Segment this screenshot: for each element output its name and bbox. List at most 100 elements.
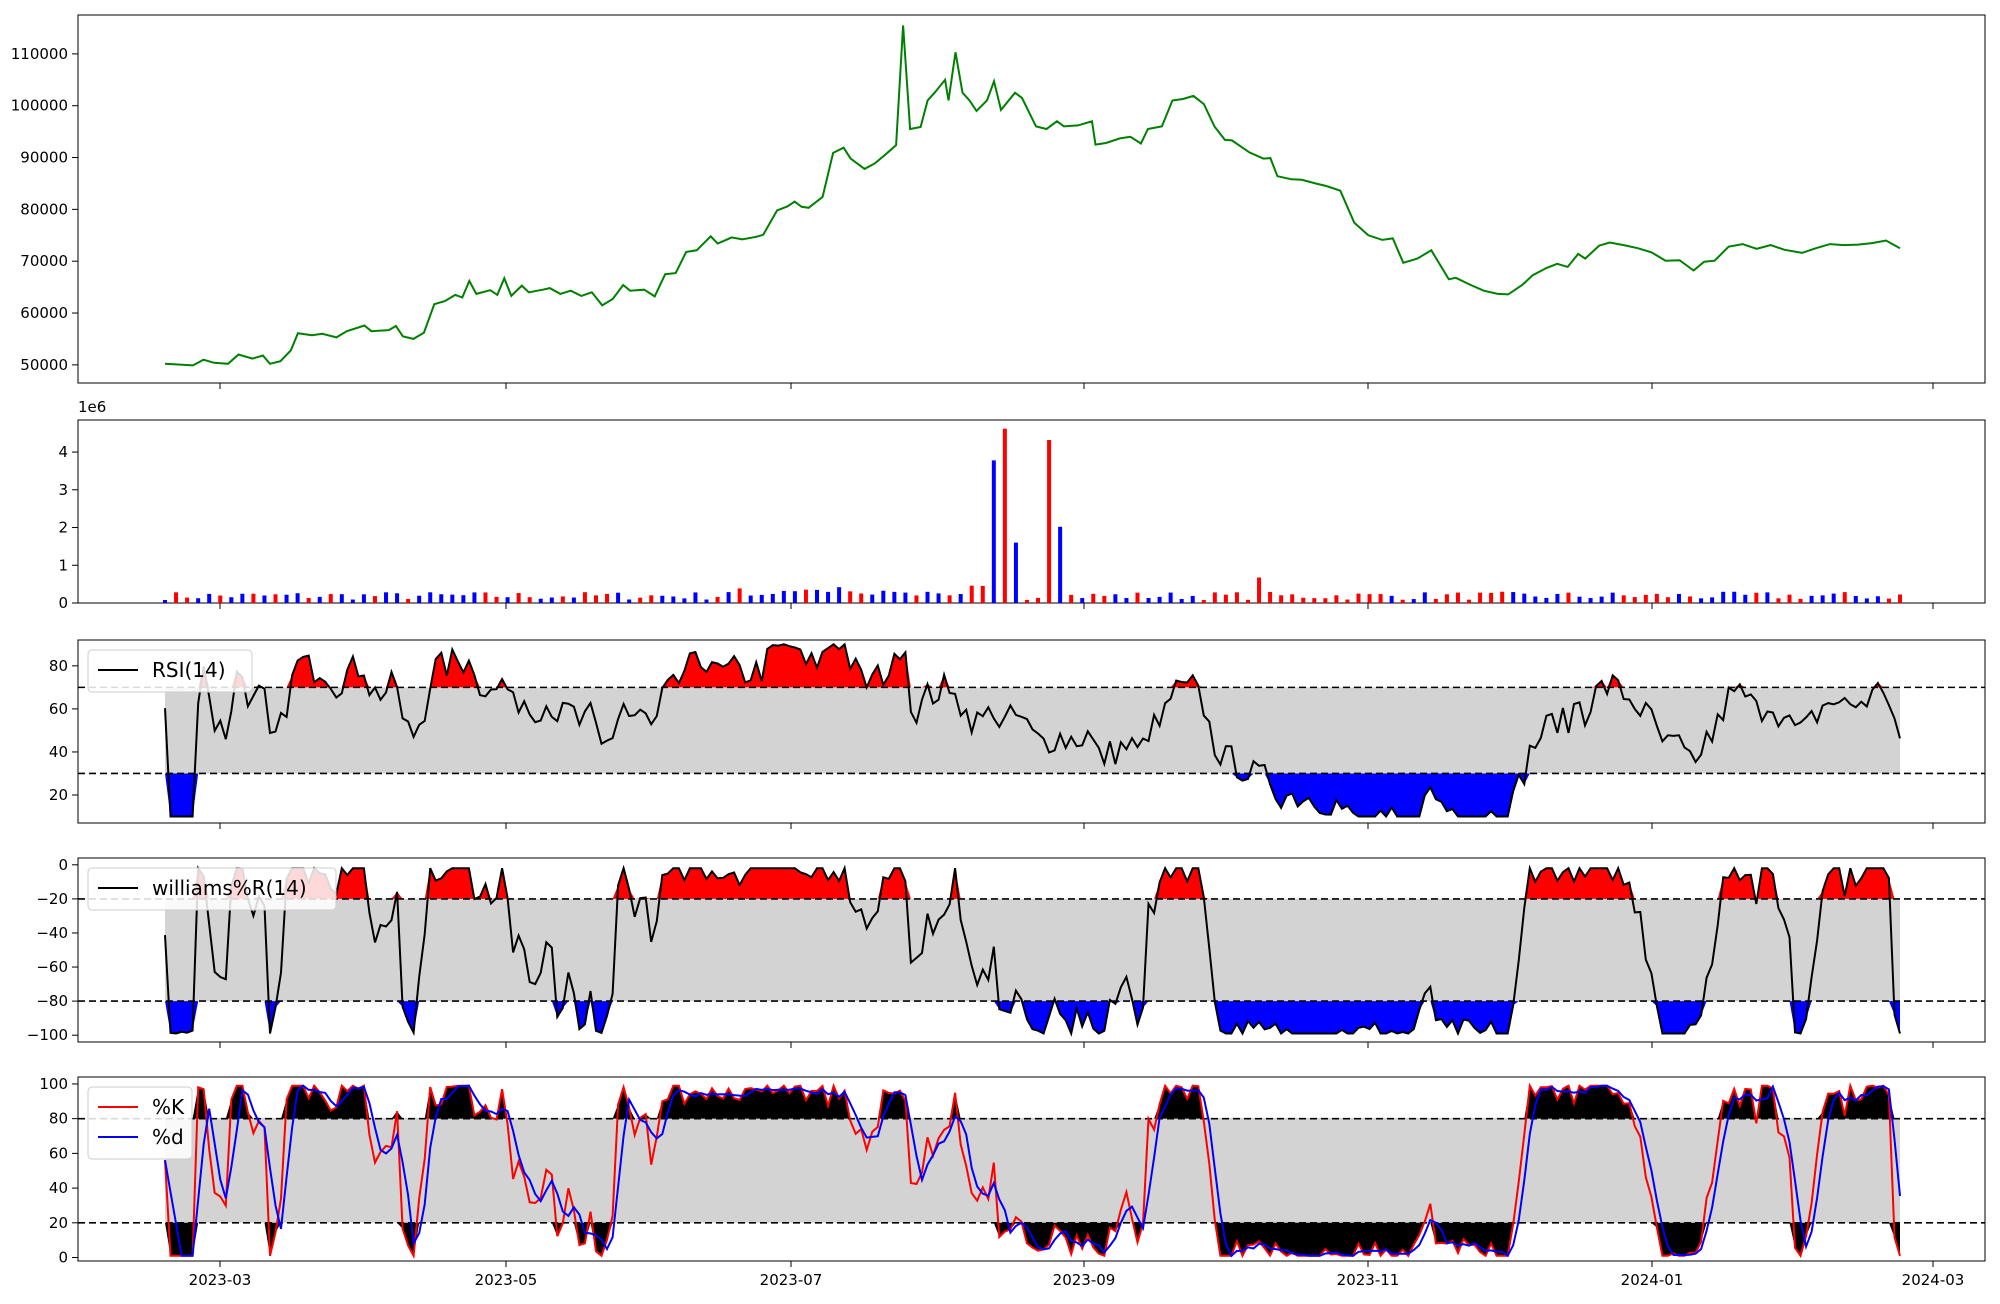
volume-bar	[704, 599, 709, 603]
volume-bar	[1024, 599, 1029, 603]
volume-bar	[450, 594, 455, 603]
volume-offset-label: 1e6	[78, 398, 106, 416]
volume-panel-frame	[77, 419, 1986, 604]
volume-bar	[1301, 597, 1306, 603]
volume-bar	[1500, 591, 1505, 603]
volume-bar	[693, 592, 698, 603]
volume-bar	[792, 591, 797, 603]
volume-bar	[1886, 598, 1891, 603]
williams-ytick-label: −20	[36, 890, 68, 908]
volume-bar	[218, 595, 223, 603]
volume-bar	[1212, 592, 1217, 603]
volume-bar	[859, 593, 864, 603]
x-tick-label: 2024-01	[1621, 1271, 1684, 1289]
volume-bar	[1864, 598, 1869, 603]
volume-bar	[1555, 593, 1560, 603]
volume-bar	[715, 596, 720, 603]
volume-bar	[1489, 592, 1494, 603]
volume-bar	[328, 594, 333, 603]
volume-bar	[350, 599, 355, 603]
volume-bar	[1710, 597, 1715, 603]
volume-bar	[1665, 597, 1670, 603]
williams-legend	[87, 867, 337, 911]
volume-bar	[317, 596, 322, 603]
volume-bar	[229, 597, 234, 603]
volume-bar	[1080, 598, 1085, 603]
volume-bar	[571, 597, 576, 603]
volume-bar	[870, 594, 875, 603]
volume-bar	[1179, 598, 1184, 603]
stochastic-d-line	[164, 1083, 1901, 1258]
stochastic-ytick-label: 80	[49, 1110, 68, 1128]
rsi-legend-label: RSI(14)	[152, 658, 226, 682]
price-ytick-label: 70000	[20, 252, 68, 270]
volume-bar	[1875, 596, 1880, 603]
stochastic-ytick-label: 40	[49, 1179, 68, 1197]
volume-bar	[660, 595, 665, 603]
volume-bar	[726, 592, 731, 603]
volume-bar	[947, 595, 952, 603]
rsi-ytick-label: 20	[49, 786, 68, 804]
rsi-overbought-fill	[165, 644, 1900, 688]
volume-bar	[174, 592, 179, 603]
stochastic-ytick-label: 100	[39, 1075, 68, 1093]
volume-bar	[649, 595, 654, 603]
x-tick-label: 2023-03	[189, 1271, 252, 1289]
volume-bar	[1643, 594, 1648, 603]
volume-bar	[1367, 594, 1372, 603]
volume-bar	[803, 589, 808, 603]
stochastic-ytick-label: 0	[58, 1249, 68, 1267]
volume-ytick-label: 2	[58, 519, 68, 537]
volume-bar	[616, 592, 621, 603]
volume-bar	[1113, 594, 1118, 603]
williams-ytick-label: −80	[36, 992, 68, 1010]
stochastic-ytick-label: 20	[49, 1214, 68, 1232]
volume-ytick-label: 1	[58, 556, 68, 574]
volume-bar	[1588, 598, 1593, 603]
volume-bar	[593, 595, 598, 603]
volume-ytick-label: 0	[58, 594, 68, 612]
rsi-line	[164, 642, 1901, 819]
volume-bar	[1455, 592, 1460, 603]
volume-bar	[439, 594, 444, 603]
volume-bar	[826, 591, 831, 603]
volume-bar	[1356, 593, 1361, 603]
volume-bar	[1798, 598, 1803, 603]
x-tick-label: 2023-09	[1053, 1271, 1116, 1289]
x-tick-label: 2023-05	[475, 1271, 538, 1289]
rsi-ytick-label: 80	[49, 657, 68, 675]
volume-bar	[969, 585, 974, 603]
x-tick-label: 2023-11	[1337, 1271, 1400, 1289]
volume-bar	[770, 593, 775, 603]
volume-bar	[372, 596, 377, 603]
volume-bar	[1621, 595, 1626, 603]
stochastic-legend-label: %K	[152, 1095, 185, 1119]
volume-bar	[1831, 593, 1836, 603]
volume-bar	[1268, 591, 1273, 603]
volume-bar	[1245, 599, 1250, 603]
volume-bar	[627, 599, 632, 603]
volume-bar	[958, 594, 963, 603]
volume-bar	[560, 596, 565, 603]
volume-bar	[1146, 598, 1151, 603]
volume-bar	[428, 592, 433, 603]
volume-bar	[605, 593, 610, 603]
volume-bar	[1699, 598, 1704, 603]
volume-bar	[1422, 592, 1427, 603]
volume-bar	[1444, 594, 1449, 603]
volume-bar	[207, 593, 212, 603]
volume-bar	[1234, 592, 1239, 603]
volume-bar	[1654, 593, 1659, 603]
rsi-legend	[87, 649, 253, 693]
volume-bar	[759, 594, 764, 603]
volume-bar	[1743, 594, 1748, 603]
volume-bar	[1610, 592, 1615, 603]
volume-bar	[240, 593, 245, 603]
volume-ytick-label: 4	[58, 443, 68, 461]
volume-bar	[1820, 595, 1825, 603]
volume-bar	[1511, 592, 1516, 603]
volume-bar	[262, 595, 267, 603]
volume-bar	[1433, 598, 1438, 603]
williams-ytick-label: 0	[58, 856, 68, 874]
